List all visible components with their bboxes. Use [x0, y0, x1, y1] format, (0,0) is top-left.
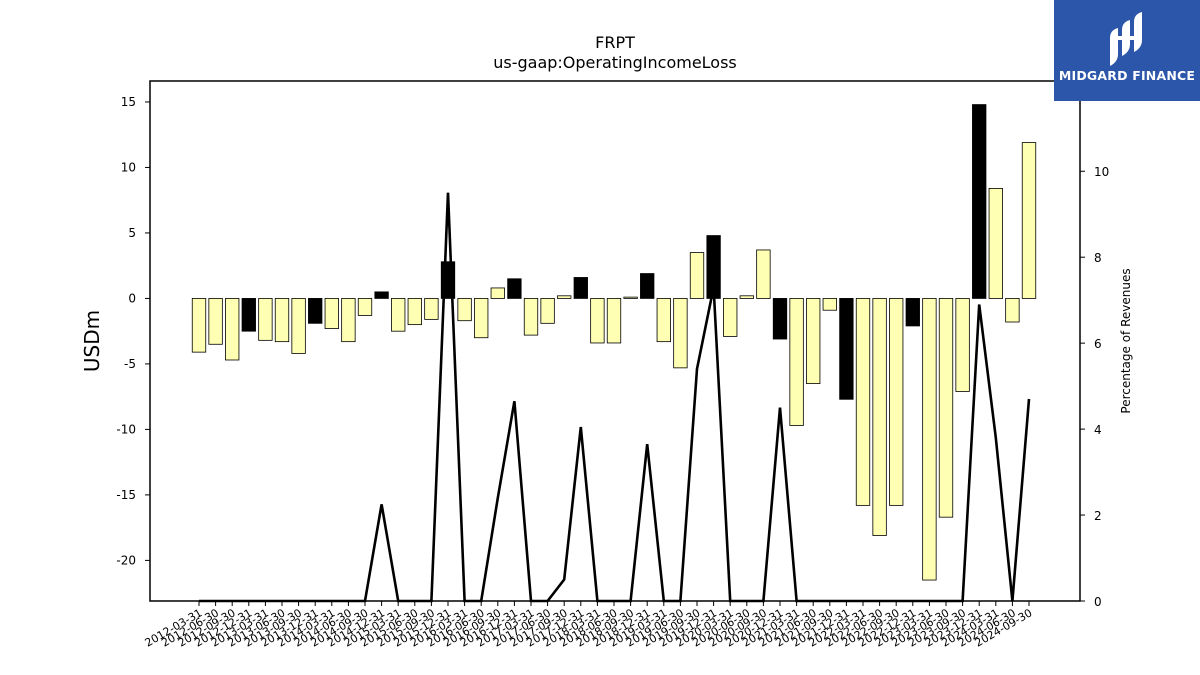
chart-subtitle: us-gaap:OperatingIncomeLoss	[493, 53, 737, 72]
bar	[573, 277, 588, 299]
bar	[806, 298, 821, 384]
bar	[424, 298, 439, 320]
bar	[972, 104, 987, 299]
y-tick-label: 15	[121, 95, 136, 109]
bar	[689, 252, 705, 299]
bar	[855, 298, 871, 506]
bar	[938, 298, 954, 518]
bar	[291, 298, 306, 354]
bar	[208, 298, 223, 345]
bar	[324, 298, 339, 329]
bar	[474, 298, 489, 339]
bar	[606, 298, 622, 344]
y-tick-label: -20	[116, 553, 136, 567]
plot-area: 151050-5-10-15-2002468102012-03-312012-0…	[116, 95, 1109, 650]
bar	[1005, 298, 1020, 323]
bar	[756, 249, 771, 299]
y-tick-label: -10	[116, 422, 136, 436]
y-axis-label: USDm	[80, 310, 104, 372]
bar	[258, 298, 273, 341]
bar	[308, 298, 323, 324]
bar	[623, 296, 638, 299]
bar	[590, 298, 605, 344]
y-right-tick-label: 10	[1094, 165, 1109, 179]
plot-frame	[149, 80, 1081, 602]
y-right-tick-label: 4	[1094, 423, 1102, 437]
bar	[191, 298, 207, 353]
percentage-line	[199, 192, 1031, 603]
bar	[905, 298, 920, 327]
bar	[772, 298, 788, 340]
y-axis-label-right: Percentage of Revenues	[1119, 268, 1133, 413]
bar	[988, 188, 1003, 299]
bar	[540, 298, 555, 324]
bar	[739, 295, 754, 299]
bar	[341, 298, 356, 343]
y-right-tick-label: 0	[1094, 595, 1102, 609]
bar	[955, 298, 970, 392]
bar	[922, 298, 937, 581]
bar	[1021, 142, 1037, 299]
y-right-tick-label: 6	[1094, 337, 1102, 351]
y-tick-label: -5	[124, 357, 136, 371]
bar	[357, 298, 373, 316]
bar	[839, 298, 854, 400]
bar	[640, 273, 655, 299]
bar	[225, 298, 240, 361]
bar	[872, 298, 887, 536]
bar	[391, 298, 406, 332]
bar	[557, 295, 572, 299]
y-tick-label: 5	[128, 226, 136, 240]
midgard-logo-icon	[1110, 12, 1142, 66]
bar	[656, 298, 671, 343]
bar	[673, 298, 688, 369]
bar	[407, 298, 422, 326]
bar	[274, 298, 290, 343]
bar	[889, 298, 904, 506]
y-tick-label: 0	[128, 291, 136, 305]
y-tick-label: -15	[116, 488, 136, 502]
bar	[789, 298, 804, 426]
bar	[457, 298, 472, 322]
bar	[723, 298, 738, 337]
bar	[822, 298, 837, 311]
chart-title: FRPT	[595, 33, 635, 52]
bar	[374, 291, 389, 299]
brand-logo: MIDGARD FINANCE	[1054, 0, 1200, 101]
y-right-tick-label: 2	[1094, 509, 1102, 523]
brand-name: MIDGARD FINANCE	[1058, 68, 1196, 83]
bar	[241, 298, 256, 332]
bar	[507, 278, 522, 299]
y-right-tick-label: 8	[1094, 251, 1102, 265]
bar	[523, 298, 539, 336]
bar	[490, 287, 505, 299]
y-tick-label: 10	[121, 160, 136, 174]
